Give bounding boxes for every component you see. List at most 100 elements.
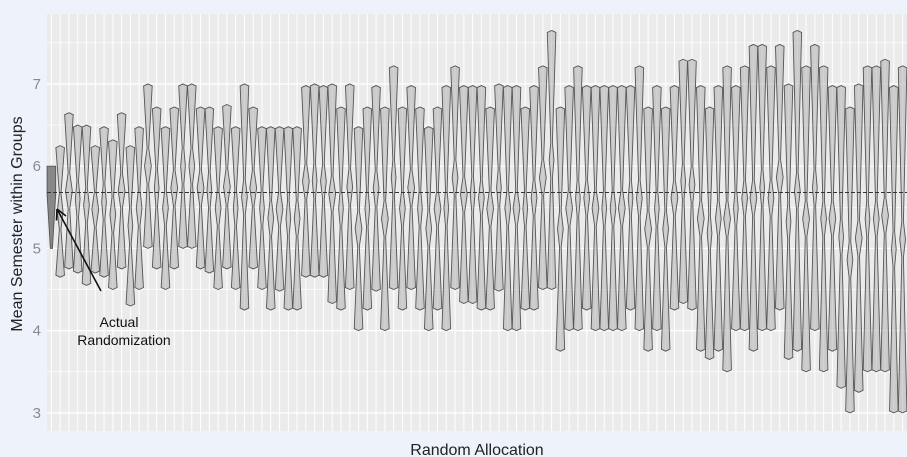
- violin: [845, 106, 855, 414]
- violin: [774, 43, 785, 311]
- y-tick-label: 5: [33, 240, 41, 257]
- violin: [327, 83, 337, 305]
- violin: [195, 106, 206, 270]
- violin: [169, 106, 180, 270]
- violin: [669, 85, 680, 311]
- violin: [108, 139, 118, 291]
- violin: [248, 106, 258, 270]
- violin: [134, 126, 144, 291]
- violin-actual: [46, 165, 57, 249]
- violin: [643, 106, 653, 352]
- violin: [652, 85, 662, 332]
- violin: [72, 124, 83, 274]
- violin: [731, 85, 741, 332]
- violin: [880, 58, 890, 373]
- violin: [722, 65, 732, 373]
- violin: [274, 126, 285, 292]
- y-axis-ticks: 3 4 5 6 7: [33, 76, 41, 422]
- violin: [862, 65, 873, 373]
- violin: [897, 65, 907, 414]
- y-tick-label: 6: [33, 158, 41, 175]
- violin: [520, 106, 531, 311]
- violin: [546, 29, 557, 291]
- violin: [459, 85, 469, 305]
- violin: [696, 85, 706, 352]
- violin: [713, 85, 724, 352]
- violin: [494, 83, 504, 292]
- violin: [564, 85, 574, 332]
- violin: [783, 83, 794, 360]
- violin: [608, 85, 618, 332]
- annotation-line-1: Actual: [100, 314, 139, 330]
- violin: [432, 106, 443, 311]
- violin: [476, 85, 487, 311]
- violin: [204, 106, 215, 274]
- violin: [511, 85, 522, 332]
- violin: [318, 85, 329, 278]
- violin: [344, 83, 355, 291]
- violin: [757, 43, 767, 332]
- violin: [617, 85, 627, 332]
- violin: [818, 65, 829, 373]
- violin: [853, 83, 864, 393]
- violin: [502, 85, 513, 332]
- annotation-arrow: [56, 208, 102, 292]
- violin: [309, 83, 320, 278]
- violin: [871, 65, 882, 373]
- violin: [441, 85, 452, 332]
- violin: [125, 145, 136, 307]
- annotation-line-2: Randomization: [77, 332, 170, 348]
- violin: [836, 85, 846, 389]
- y-tick-label: 4: [33, 323, 41, 340]
- violin: [362, 106, 373, 311]
- y-axis-title: Mean Semester within Groups: [9, 116, 26, 331]
- violin: [178, 83, 188, 249]
- violin: [292, 126, 302, 311]
- violin: [406, 85, 416, 291]
- violin: [766, 65, 776, 332]
- violin: [485, 106, 495, 311]
- violin: [257, 126, 267, 291]
- violin: [230, 126, 241, 291]
- violin: [151, 106, 162, 270]
- violin: [634, 65, 645, 332]
- annotation: Actual Randomization: [55, 208, 171, 348]
- violin: [538, 65, 548, 291]
- violin: [371, 85, 381, 292]
- violin: [827, 85, 838, 352]
- violin: [380, 106, 390, 332]
- y-tick-label: 3: [33, 405, 41, 422]
- x-axis-title: Random Allocation: [410, 442, 543, 457]
- violin: [660, 106, 671, 352]
- violin: [222, 103, 232, 270]
- violin: [792, 29, 803, 352]
- violin: [415, 106, 425, 311]
- violin: [748, 43, 759, 352]
- violin: [810, 43, 820, 332]
- violin: [388, 65, 399, 291]
- violin: [599, 85, 610, 332]
- violin: [301, 85, 311, 278]
- violin: [81, 124, 92, 286]
- violin: [353, 126, 364, 332]
- violin: [801, 65, 811, 373]
- violin: [590, 85, 601, 332]
- violin: [573, 65, 583, 332]
- violin: [266, 126, 276, 311]
- violin: [423, 126, 434, 332]
- violin: [397, 106, 408, 311]
- violin: [581, 85, 592, 311]
- violin: [99, 126, 109, 278]
- violin: [90, 145, 101, 274]
- violin: [64, 112, 74, 270]
- violin: [336, 106, 346, 311]
- violin: [213, 126, 223, 291]
- violin: [555, 106, 566, 352]
- violin-series: [46, 29, 907, 414]
- violin: [283, 126, 294, 311]
- violin: [239, 83, 250, 311]
- violin: [467, 85, 478, 305]
- violin: [687, 58, 697, 311]
- violin: [529, 85, 539, 311]
